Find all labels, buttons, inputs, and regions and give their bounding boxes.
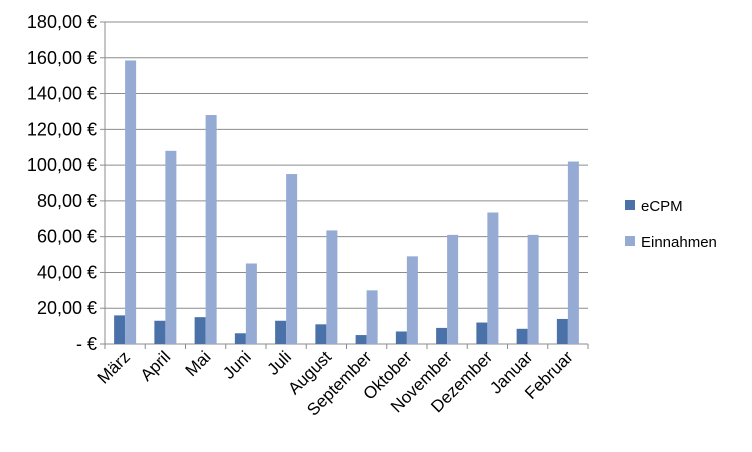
bar-einnahmen-september	[366, 290, 378, 344]
bar-ecpm-november	[436, 327, 448, 344]
x-tick-label: Mai	[182, 347, 215, 380]
bar-einnahmen-juni	[245, 263, 257, 344]
bar-einnahmen-april	[165, 150, 177, 344]
gridlines	[105, 21, 588, 309]
bar-einnahmen-februar	[567, 161, 579, 344]
bar-ecpm-oktober	[395, 331, 407, 344]
bar-ecpm-september	[355, 335, 367, 344]
legend-label-ecpm: eCPM	[641, 198, 683, 215]
bar-ecpm-april	[154, 320, 166, 344]
legend: eCPM Einnahmen	[625, 198, 717, 251]
y-tick-label: 100,00 €	[27, 155, 97, 175]
bar-einnahmen-mai	[205, 115, 217, 345]
bar-ecpm-juli	[275, 320, 287, 344]
y-tick-label: 40,00 €	[37, 262, 97, 282]
y-tick-label: 140,00 €	[27, 84, 97, 104]
bar-einnahmen-oktober	[406, 256, 418, 344]
y-tick-label: 160,00 €	[27, 48, 97, 68]
bar-einnahmen-august	[326, 230, 338, 344]
bars	[114, 60, 579, 345]
legend-label-einnahmen: Einnahmen	[641, 234, 717, 251]
bar-einnahmen-juli	[286, 174, 298, 344]
bar-ecpm-januar	[516, 328, 528, 344]
y-tick-label: - €	[76, 334, 97, 354]
bar-einnahmen-november	[447, 234, 459, 344]
bar-ecpm-mai	[194, 317, 206, 344]
x-tick-labels: März April Mai Juni JuliAugustSeptemberOktob…	[94, 347, 577, 419]
y-tick-label: 120,00 €	[27, 119, 97, 139]
bar-ecpm-juni	[234, 333, 246, 344]
bar-ecpm-august	[315, 324, 327, 344]
bar-einnahmen-dezember	[487, 212, 499, 344]
legend-swatch-einnahmen	[625, 236, 635, 246]
legend-swatch-ecpm	[625, 200, 635, 210]
x-tick-label: Juli	[263, 347, 294, 378]
y-tick-labels: - € 20,00 € 40,00 € 60,00 € 80,00 € 100,00 € 1…	[27, 12, 97, 354]
y-tick-label: 20,00 €	[37, 298, 97, 318]
bar-ecpm-märz	[114, 315, 126, 344]
x-tick-label: März	[94, 347, 134, 387]
y-tick-label: 60,00 €	[37, 227, 97, 247]
axes	[100, 21, 589, 349]
y-tick-label: 80,00 €	[37, 191, 97, 211]
x-tick-label: Juni	[219, 347, 254, 382]
bar-ecpm-dezember	[476, 322, 488, 344]
bar-einnahmen-januar	[527, 234, 539, 344]
y-tick-label: 180,00 €	[27, 12, 97, 32]
bar-ecpm-februar	[556, 318, 568, 344]
bar-einnahmen-märz	[125, 60, 137, 344]
x-tick-label: April	[137, 347, 174, 384]
